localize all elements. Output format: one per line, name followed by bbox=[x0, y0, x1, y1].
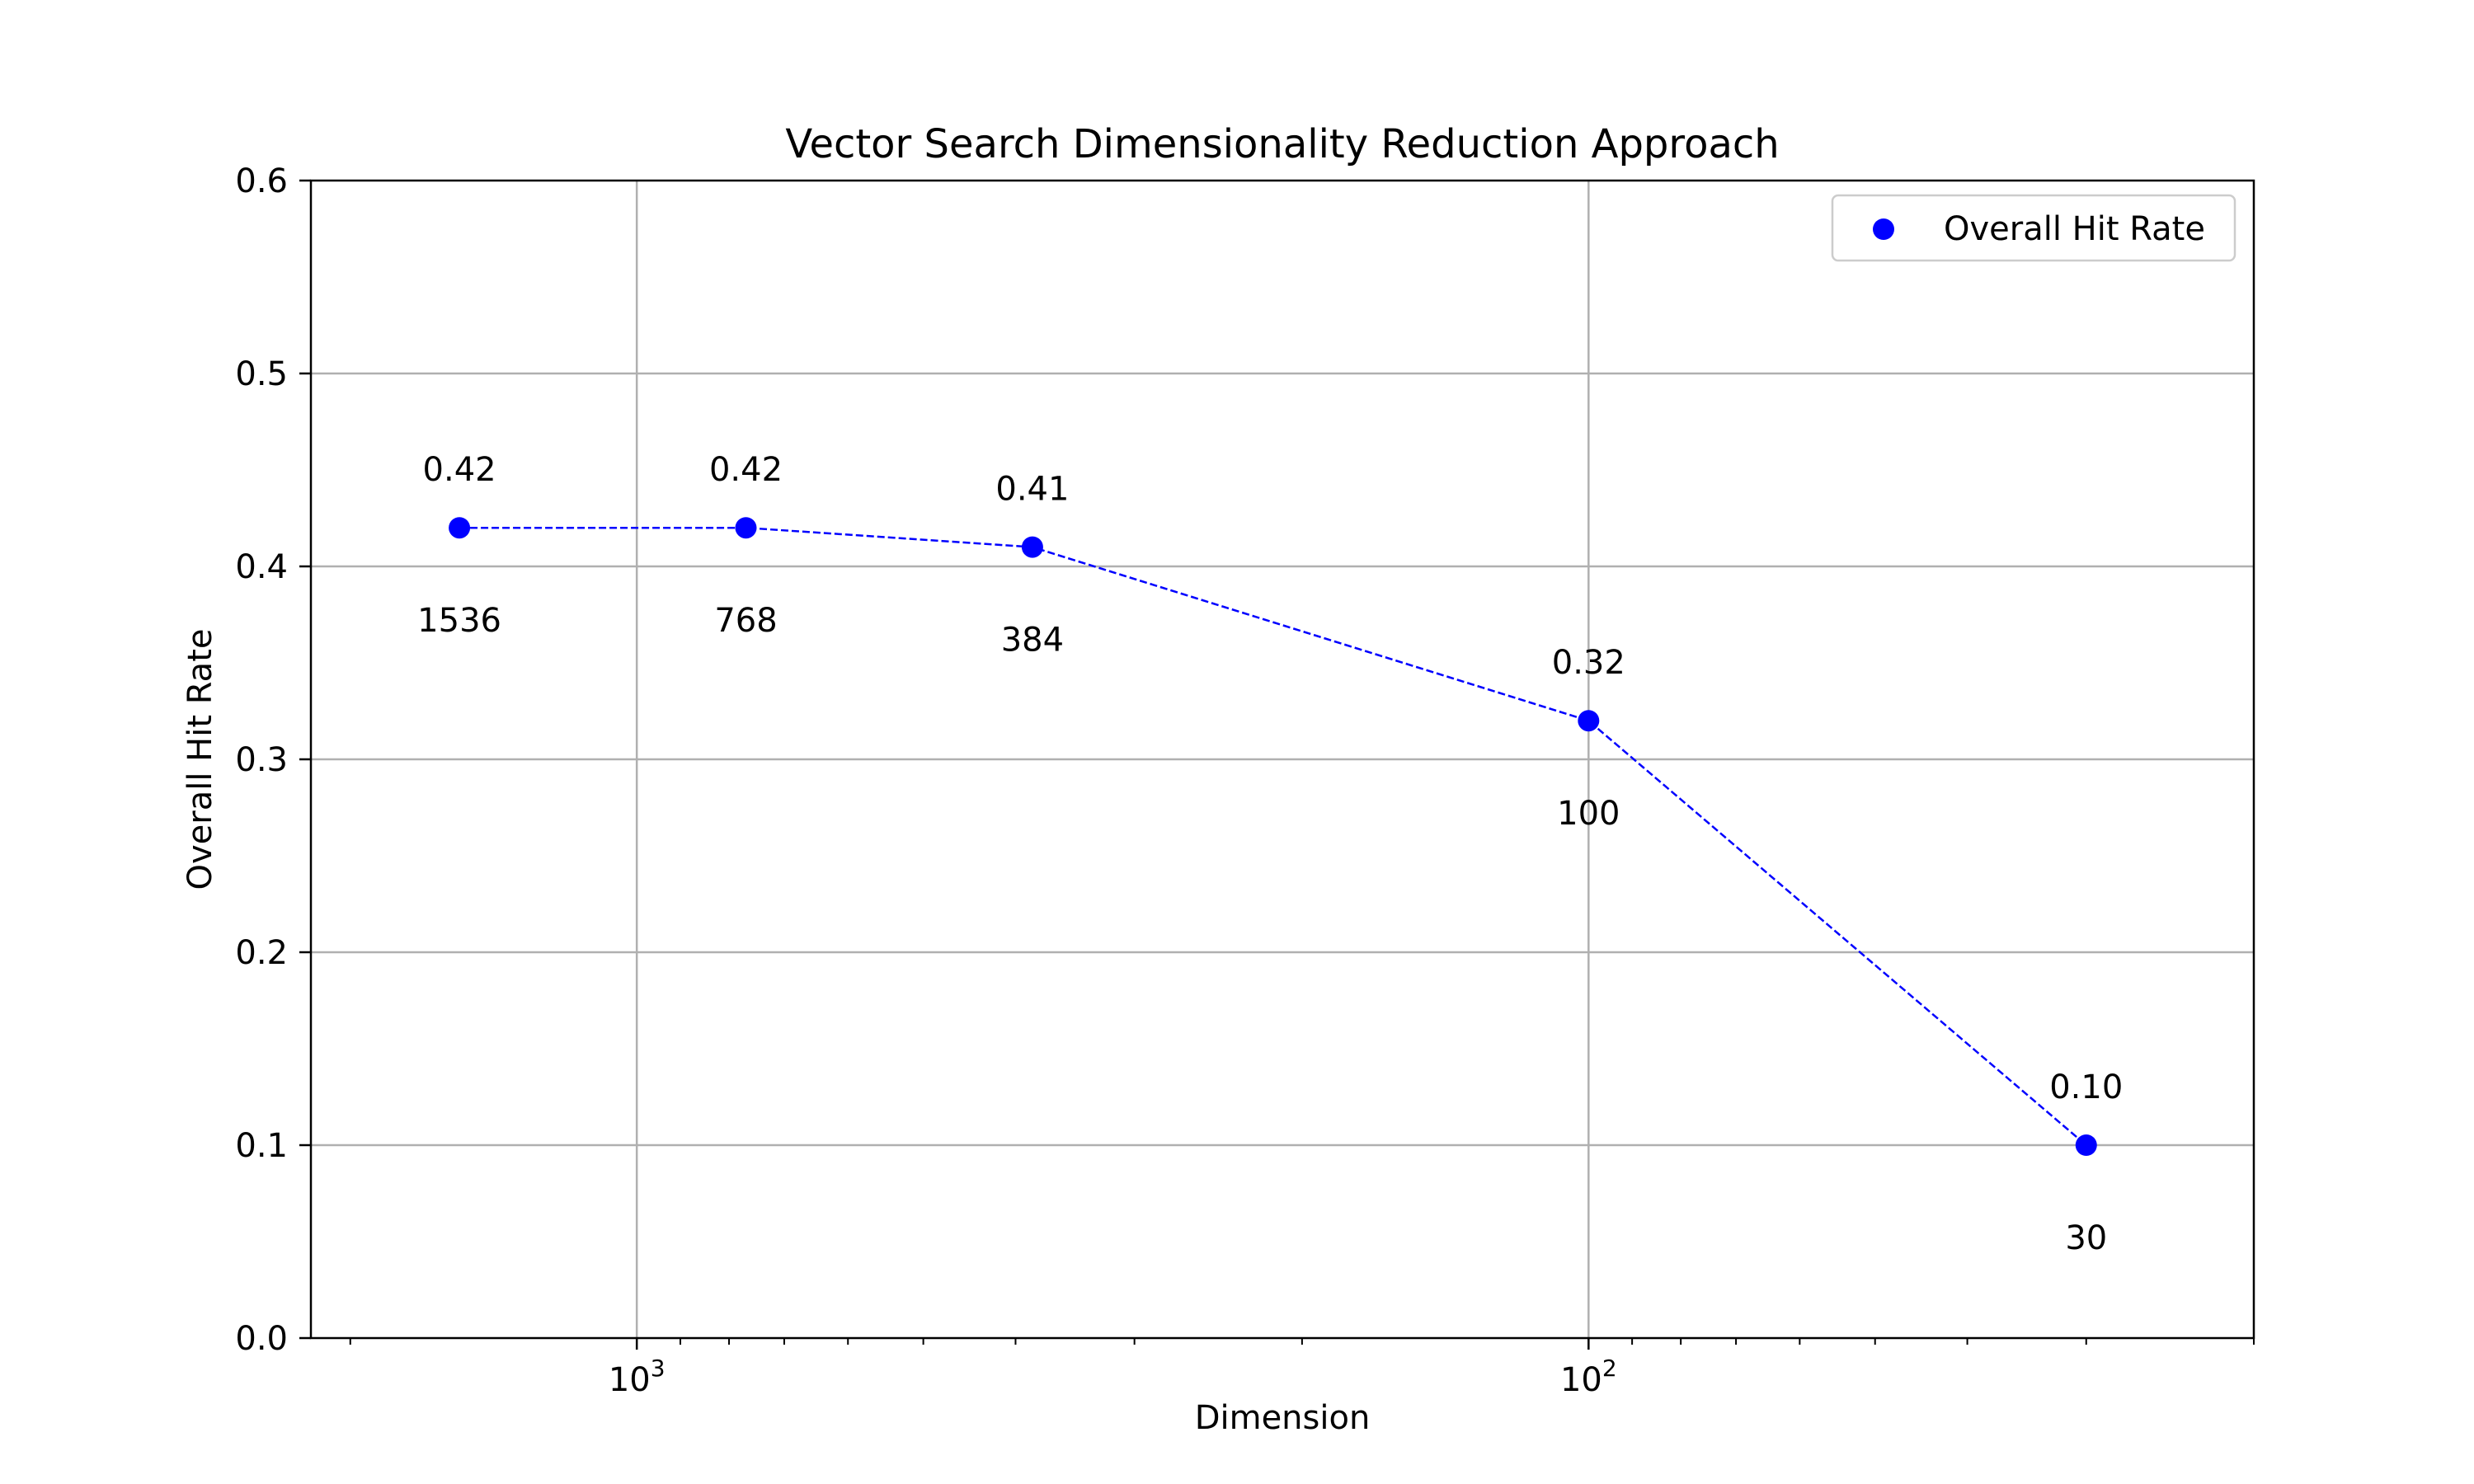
y-tick-label: 0.3 bbox=[235, 741, 288, 779]
data-dimension-label: 1536 bbox=[417, 602, 501, 640]
data-point bbox=[449, 517, 471, 539]
data-point bbox=[1578, 710, 1600, 732]
data-dimension-label: 100 bbox=[1557, 795, 1620, 833]
x-axis-label: Dimension bbox=[1195, 1399, 1371, 1437]
legend-box bbox=[1831, 194, 2236, 262]
x-tick-label: 102 bbox=[1560, 1355, 1617, 1399]
legend-marker bbox=[1873, 218, 1894, 240]
legend-label: Overall Hit Rate bbox=[1944, 210, 2205, 248]
data-value-label: 0.42 bbox=[709, 451, 783, 489]
y-tick-label: 0.2 bbox=[235, 934, 288, 972]
y-tick-label: 0.5 bbox=[235, 355, 288, 393]
y-tick-label: 0.4 bbox=[235, 548, 288, 586]
data-series: 0.42 1536 0.42 768 0.41 384 0.32 100 0.10 30 bbox=[417, 451, 2123, 1257]
data-dimension-label: 30 bbox=[2065, 1219, 2107, 1257]
data-value-label: 0.41 bbox=[995, 471, 1069, 509]
data-value-label: 0.42 bbox=[423, 451, 496, 489]
data-dimension-label: 768 bbox=[714, 602, 777, 640]
data-value-label: 0.32 bbox=[1552, 644, 1625, 682]
y-tick-label: 0.6 bbox=[235, 162, 288, 200]
data-point bbox=[1021, 536, 1043, 558]
y-tick-label: 0.0 bbox=[235, 1320, 288, 1358]
y-tick-label: 0.1 bbox=[235, 1127, 288, 1165]
data-point bbox=[2075, 1134, 2097, 1156]
chart-title: Vector Search Dimensionality Reduction A… bbox=[785, 121, 1779, 167]
grid bbox=[311, 181, 2254, 1338]
data-dimension-label: 384 bbox=[1001, 622, 1064, 660]
data-point bbox=[735, 517, 757, 539]
y-axis-label: Overall Hit Rate bbox=[181, 629, 219, 890]
data-value-label: 0.10 bbox=[2049, 1068, 2123, 1106]
legend: Overall Hit Rate bbox=[1831, 194, 2236, 262]
